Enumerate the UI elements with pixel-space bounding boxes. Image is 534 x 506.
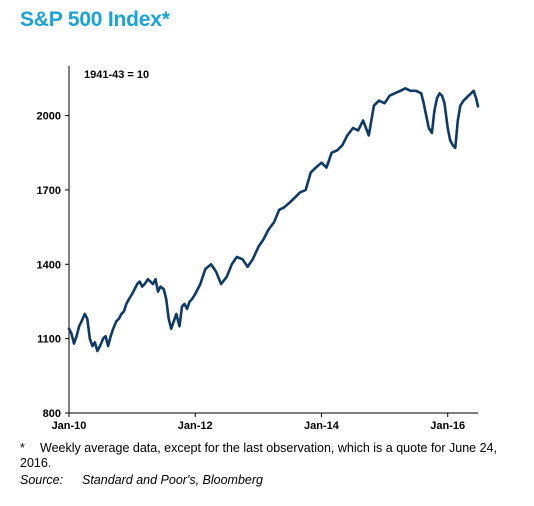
y-tick-label: 1400 bbox=[37, 259, 61, 271]
y-tick-label: 1100 bbox=[37, 334, 61, 346]
source-text: Standard and Poor's, Bloomberg bbox=[82, 473, 263, 487]
x-axis: Jan-10 Jan-12 Jan-14 Jan-16 bbox=[52, 412, 478, 432]
x-tick-label: Jan-14 bbox=[304, 420, 340, 432]
x-tick-label: Jan-16 bbox=[430, 420, 465, 432]
footnote: * Weekly average data, except for the las… bbox=[20, 441, 515, 471]
series-layer bbox=[67, 87, 480, 353]
series-line-0 bbox=[67, 87, 480, 353]
source-label: Source: bbox=[20, 473, 64, 487]
footnote-text: Weekly average data, except for the last… bbox=[20, 441, 497, 470]
footnote-marker: * bbox=[20, 441, 25, 455]
chart-title: S&P 500 Index* bbox=[20, 8, 170, 31]
y-tick-label: 1700 bbox=[37, 185, 61, 197]
source-line: Source: Standard and Poor's, Bloomberg bbox=[20, 473, 263, 487]
y-tick-label: 800 bbox=[43, 408, 61, 420]
chart-annotation: 1941-43 = 10 bbox=[84, 69, 149, 81]
y-tick-label: 2000 bbox=[37, 111, 61, 123]
y-axis: 800 1100 1400 1700 2000 bbox=[37, 66, 70, 420]
x-tick-label: Jan-12 bbox=[178, 420, 213, 432]
x-tick-label: Jan-10 bbox=[52, 420, 87, 432]
